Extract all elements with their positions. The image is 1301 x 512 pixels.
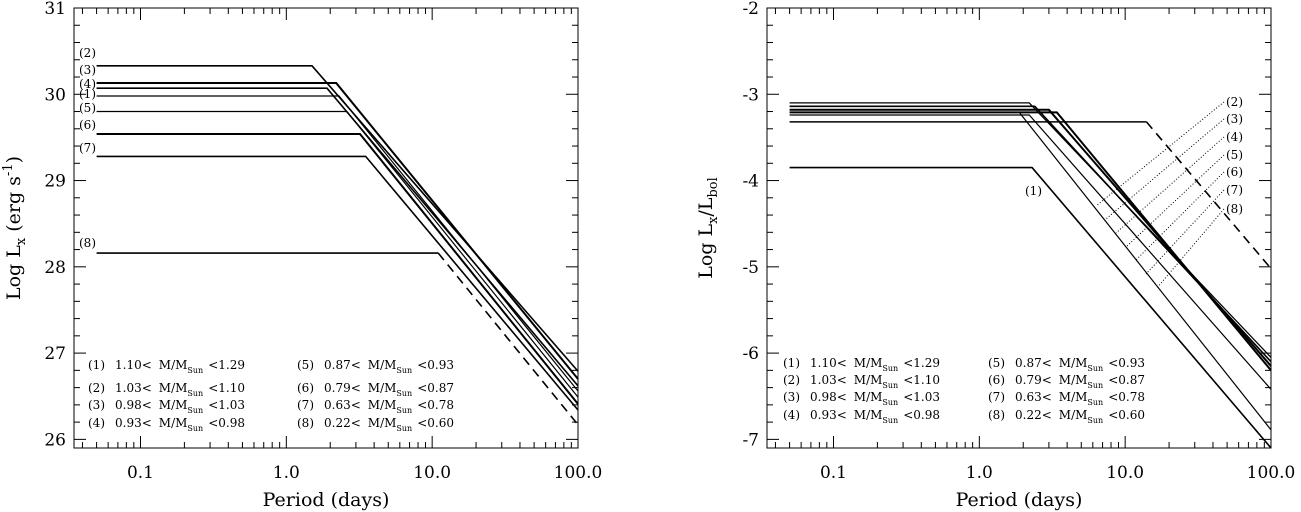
series-line-6 [96,132,579,405]
legend-entry-6: (6) 0.79< M/MSun <0.87 [988,373,1145,390]
legend-entry-3: (3) 0.98< M/MSun <1.03 [783,390,940,407]
x-tick-label: 0.1 [820,463,847,483]
series-line-3 [96,82,579,380]
series-line-4 [96,87,579,387]
y-tick-label: 27 [44,344,66,364]
y-axis-label: Log Lx (erg s-1) [1,156,29,300]
legend-entry-8: (8) 0.22< M/MSun <0.60 [297,416,454,433]
legend-entry-5: (5) 0.87< M/MSun <0.93 [297,358,454,375]
curve-label-6: (6) [79,118,96,132]
legend-entry-8: (8) 0.22< M/MSun <0.60 [988,408,1145,425]
leader-line [1095,101,1225,207]
x-tick-label: 1.0 [966,463,993,483]
series-line-2 [789,102,1272,358]
legend-entry-3: (3) 0.98< M/MSun <1.03 [88,398,245,415]
curve-label-1: (1) [1025,184,1042,198]
leader-line [1105,118,1225,220]
x-tick-label: 10.0 [413,463,451,483]
curve-label-8: (8) [1226,202,1243,216]
legend-entry-4: (4) 0.93< M/MSun <0.98 [783,408,940,425]
y-tick-label: 28 [44,258,66,278]
x-tick-label: 1.0 [273,463,300,483]
curve-label-4: (4) [79,77,96,91]
y-tick-label: -7 [742,430,759,450]
legend-entry-2: (2) 1.03< M/MSun <1.10 [88,381,245,398]
x-tick-label: 100.0 [1247,463,1296,483]
x-axis-label: Period (days) [956,489,1083,511]
series-line-7-dashed [1145,121,1272,270]
leader-line [1135,171,1225,261]
y-axis-label: Log Lx/Lbol [695,177,721,279]
series-line-5 [789,111,1272,371]
y-tick-label: 26 [44,430,66,450]
x-tick-label: 10.0 [1106,463,1144,483]
series-line-8-dashed [437,252,579,426]
legend-entry-1: (1) 1.10< M/MSun <1.29 [88,358,245,375]
y-tick-label: -3 [742,85,759,105]
series-line-5 [96,110,579,398]
series-line-4 [789,108,1272,367]
curve-label-6: (6) [1226,165,1243,179]
legend-entry-7: (7) 0.63< M/MSun <0.78 [988,390,1145,407]
legend-entry-4: (4) 0.93< M/MSun <0.98 [88,416,245,433]
series-line-8 [1019,112,1272,431]
y-tick-label: -5 [742,258,759,278]
curve-label-5: (5) [79,101,96,115]
series-line-6 [789,114,1272,390]
leader-line [1145,189,1225,275]
curve-label-7: (7) [79,141,96,155]
legend-entry-6: (6) 0.79< M/MSun <0.87 [297,381,454,398]
series-line-1 [789,166,1272,449]
y-tick-label: -2 [742,0,759,19]
series-line-7 [96,155,579,411]
right-chart: 0.1 1.0 10.0 100.0 -2 -3 -4 -5 -6 -7 Period (days)… [695,0,1295,511]
x-tick-label: 0.1 [127,463,154,483]
curve-label-1: (1) [79,87,96,101]
curve-label-8: (8) [79,236,96,250]
curve-label-3: (3) [79,63,96,77]
legend-entry-1: (1) 1.10< M/MSun <1.29 [783,356,940,373]
curve-label-2: (2) [1226,95,1243,109]
leader-line [1115,136,1225,234]
curve-label-5: (5) [1226,148,1243,162]
y-tick-label: -4 [742,172,759,192]
curve-label-3: (3) [1226,112,1243,126]
legend-entry-5: (5) 0.87< M/MSun <0.93 [988,356,1145,373]
y-tick-label: 30 [44,85,66,105]
series-line-1 [96,95,579,392]
y-tick-label: 29 [44,172,66,192]
x-tick-label: 100.0 [554,463,603,483]
curve-label-7: (7) [1226,183,1243,197]
x-axis-label: Period (days) [263,489,390,511]
leader-line [1155,208,1225,290]
y-tick-label: 31 [44,0,66,19]
leader-line [1125,154,1225,248]
left-chart: 0.1 1.0 10.0 100.0 26 27 28 29 30 31 Period (days)… [1,0,602,511]
series-line-3 [789,105,1272,363]
curve-label-4: (4) [1226,130,1243,144]
left-plot-frame [73,7,579,449]
right-plot-frame [766,7,1272,449]
curve-label-2: (2) [79,46,96,60]
legend-entry-7: (7) 0.63< M/MSun <0.78 [297,398,454,415]
y-tick-label: -6 [742,344,759,364]
legend-entry-2: (2) 1.03< M/MSun <1.10 [783,373,940,390]
